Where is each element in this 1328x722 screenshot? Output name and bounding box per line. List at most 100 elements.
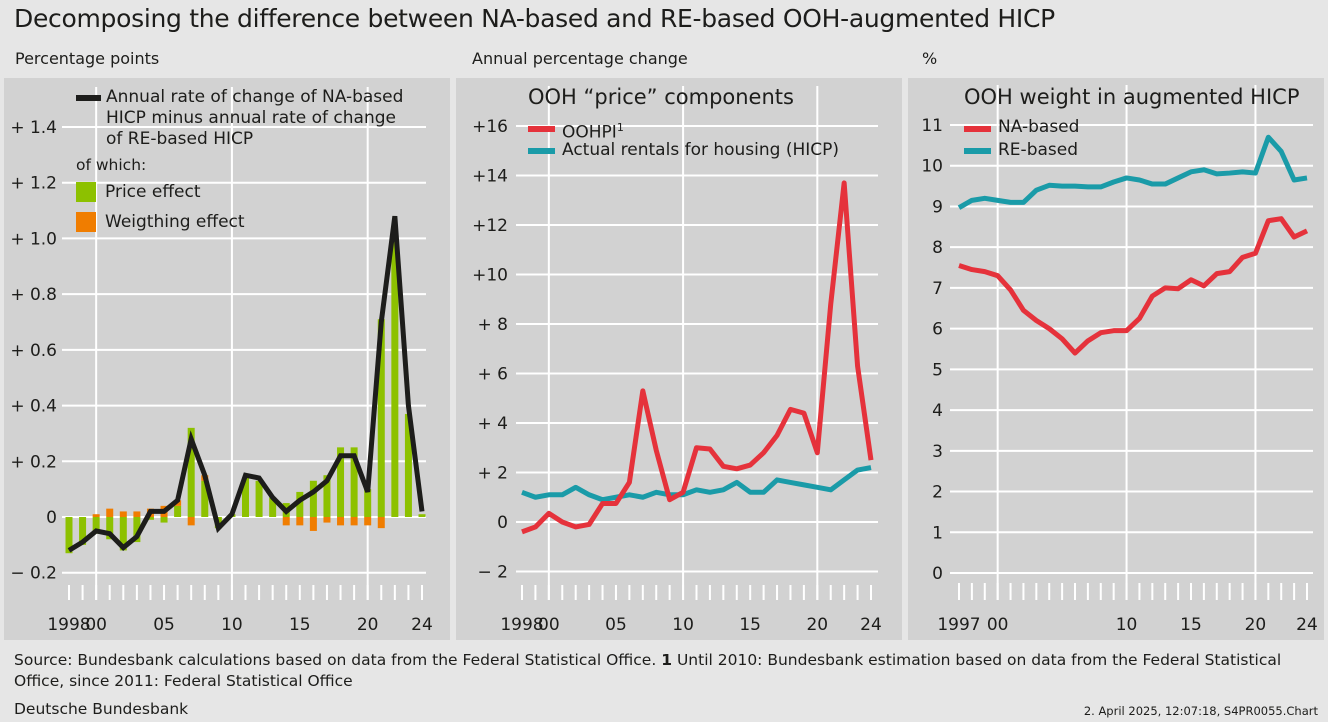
bar-price-effect bbox=[404, 413, 412, 517]
y-tick-label: 2 bbox=[932, 483, 943, 503]
bar-weighting-effect bbox=[92, 514, 100, 517]
bar-price-effect bbox=[269, 497, 277, 517]
bar-weighting-effect bbox=[350, 517, 358, 526]
legend-weight-label: Weigthing effect bbox=[105, 212, 245, 232]
bar-price-effect bbox=[174, 505, 182, 517]
y-tick-label: +10 bbox=[472, 266, 508, 286]
y-tick-label: 9 bbox=[932, 197, 943, 217]
bar-weighting-effect bbox=[309, 517, 317, 531]
x-tick-label: 1998 bbox=[47, 615, 90, 635]
x-tick-label: 15 bbox=[739, 615, 761, 635]
y-tick-label: + 4 bbox=[478, 414, 508, 434]
bar-weighting-effect bbox=[337, 517, 345, 526]
legend-na-swatch bbox=[964, 126, 991, 132]
bar-price-effect bbox=[160, 517, 168, 523]
legend-oohpi-label: OOHPI bbox=[562, 122, 617, 143]
source-note: Source: Bundesbank calculations based on… bbox=[14, 651, 657, 669]
x-tick-label: 00 bbox=[85, 615, 107, 635]
legend-na-label: NA-based bbox=[998, 117, 1080, 137]
y-tick-label: + 0.6 bbox=[10, 341, 57, 361]
bar-price-effect bbox=[119, 517, 127, 551]
bar-price-effect bbox=[106, 517, 114, 540]
footnote-text: Until 2010: Bundesbank estimation based … bbox=[14, 651, 1282, 690]
y-tick-label: − 2 bbox=[478, 563, 508, 583]
bar-price-effect bbox=[296, 491, 304, 517]
y-tick-label: + 8 bbox=[478, 315, 508, 335]
x-tick-label: 10 bbox=[221, 615, 243, 635]
legend-re-label: RE-based bbox=[998, 140, 1079, 160]
legend-of-which: of which: bbox=[76, 156, 147, 174]
legend-price-swatch bbox=[76, 182, 96, 202]
bar-weighting-effect bbox=[133, 511, 141, 517]
panel-title: OOH weight in augmented HICP bbox=[964, 85, 1300, 109]
x-tick-label: 20 bbox=[806, 615, 828, 635]
y-tick-label: 3 bbox=[932, 442, 943, 462]
y-tick-label: 4 bbox=[932, 401, 943, 421]
bar-weighting-effect bbox=[377, 517, 385, 529]
y-tick-label: 10 bbox=[921, 157, 943, 177]
bar-price-effect bbox=[350, 447, 358, 517]
y-tick-label: + 0.2 bbox=[10, 452, 57, 472]
x-tick-label: 00 bbox=[987, 615, 1009, 635]
bar-price-effect bbox=[391, 238, 399, 517]
y-tick-label: 11 bbox=[921, 116, 943, 136]
x-tick-label: 1998 bbox=[500, 615, 543, 635]
legend-rentals-label: Actual rentals for housing (HICP) bbox=[562, 140, 840, 160]
x-tick-label: 10 bbox=[672, 615, 694, 635]
y-tick-label: 6 bbox=[932, 320, 943, 340]
legend-line-label: HICP minus annual rate of change bbox=[106, 108, 396, 128]
x-tick-label: 24 bbox=[411, 615, 433, 635]
footnote-number: 1 bbox=[661, 651, 673, 669]
legend-line-label: of RE-based HICP bbox=[106, 129, 254, 149]
legend-re-swatch bbox=[964, 148, 991, 154]
bar-weighting-effect bbox=[282, 517, 290, 526]
line-difference bbox=[67, 215, 425, 553]
chart-title: Decomposing the difference between NA-ba… bbox=[14, 4, 1055, 33]
bar-price-effect bbox=[364, 489, 372, 517]
y-tick-label: 1 bbox=[932, 523, 943, 543]
panel-title: OOH “price” components bbox=[528, 85, 794, 109]
legend-line-swatch bbox=[76, 95, 101, 101]
y-tick-label: 8 bbox=[932, 238, 943, 258]
bar-price-effect bbox=[418, 514, 426, 517]
bar-price-effect bbox=[377, 319, 385, 517]
y-tick-label: + 1.4 bbox=[10, 118, 57, 138]
x-tick-label: 20 bbox=[357, 615, 379, 635]
bar-weighting-effect bbox=[296, 517, 304, 526]
bar-weighting-effect bbox=[187, 517, 195, 526]
y-tick-label: 0 bbox=[497, 513, 508, 533]
unit-label-panel1: Percentage points bbox=[15, 49, 160, 68]
x-tick-label: 24 bbox=[860, 615, 882, 635]
line-actual-rentals bbox=[521, 465, 872, 503]
x-tick-label: 1997 bbox=[937, 615, 980, 635]
line-na-based bbox=[958, 216, 1309, 356]
y-tick-label: 7 bbox=[932, 279, 943, 299]
legend-line-label: Annual rate of change of NA-based bbox=[106, 87, 404, 107]
legend-weight-swatch bbox=[76, 212, 96, 232]
x-tick-label: 15 bbox=[289, 615, 311, 635]
bar-weighting-effect bbox=[323, 517, 331, 523]
legend-oohpi-swatch bbox=[528, 126, 555, 132]
y-tick-label: + 1.2 bbox=[10, 174, 57, 194]
x-tick-label: 24 bbox=[1296, 615, 1318, 635]
bar-price-effect bbox=[337, 447, 345, 517]
y-tick-label: +16 bbox=[472, 117, 508, 137]
bar-weighting-effect bbox=[364, 517, 372, 526]
bar-price-effect bbox=[323, 475, 331, 517]
y-tick-label: + 0.4 bbox=[10, 397, 57, 417]
y-tick-label: + 6 bbox=[478, 365, 508, 385]
y-tick-label: +12 bbox=[472, 216, 508, 236]
x-tick-label: 20 bbox=[1245, 615, 1267, 635]
y-tick-label: + 0.8 bbox=[10, 285, 57, 305]
bar-weighting-effect bbox=[119, 511, 127, 517]
y-tick-label: 0 bbox=[46, 508, 57, 528]
unit-label-panel3: % bbox=[922, 49, 938, 68]
bar-price-effect bbox=[79, 517, 87, 545]
y-tick-label: +14 bbox=[472, 167, 508, 187]
x-tick-label: 05 bbox=[153, 615, 175, 635]
bar-price-effect bbox=[133, 517, 141, 543]
bar-price-effect bbox=[242, 478, 249, 517]
y-tick-label: + 1.0 bbox=[10, 229, 57, 249]
bar-price-effect bbox=[201, 480, 209, 517]
